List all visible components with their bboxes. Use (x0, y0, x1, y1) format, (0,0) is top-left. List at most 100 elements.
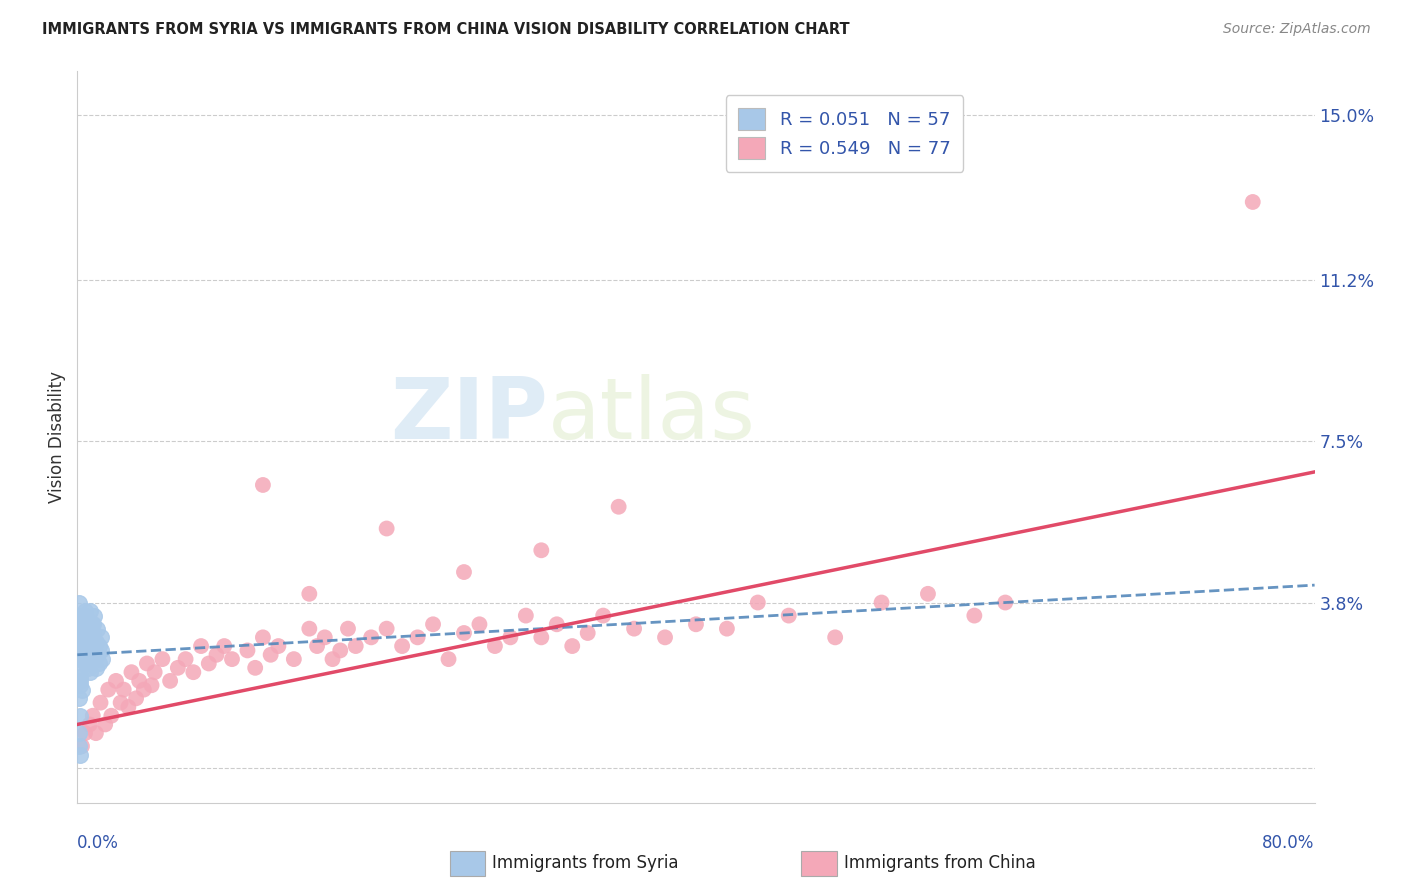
Point (747, 595, 769, 609)
Point (143, 665, 166, 680)
Point (159, 673, 181, 688)
Point (576, 626, 599, 640)
Point (141, 678, 163, 692)
Point (105, 673, 127, 688)
Point (67, 595, 90, 609)
Point (329, 643, 352, 657)
Point (87, 657, 110, 671)
Point (91, 652, 114, 666)
Point (391, 639, 413, 653)
Point (994, 595, 1017, 609)
Point (607, 500, 630, 514)
Point (298, 587, 321, 601)
Point (422, 617, 444, 632)
Point (70, 634, 93, 648)
Point (76, 657, 98, 671)
Point (80, 639, 103, 653)
Point (453, 565, 475, 579)
Point (484, 639, 506, 653)
Point (84, 661, 107, 675)
Point (136, 657, 159, 671)
Point (824, 631, 846, 645)
Point (344, 639, 367, 653)
Point (97, 682, 120, 697)
Point (86, 622, 108, 636)
Point (82, 708, 104, 723)
Point (67, 665, 90, 680)
Point (468, 617, 491, 632)
Point (79, 604, 101, 618)
Point (125, 691, 148, 706)
Point (963, 608, 986, 623)
Point (437, 652, 460, 666)
Point (83, 643, 105, 657)
Point (298, 622, 321, 636)
Point (79, 717, 101, 731)
Point (1241, 194, 1264, 209)
Point (214, 639, 236, 653)
Point (530, 631, 553, 645)
Point (592, 608, 614, 623)
Text: 0.0%: 0.0% (77, 834, 120, 852)
Point (375, 622, 398, 636)
Point (77, 661, 100, 675)
Point (75, 648, 96, 662)
Point (245, 661, 267, 675)
Point (72, 617, 94, 632)
Point (778, 608, 800, 623)
Point (283, 652, 305, 666)
Point (77, 648, 100, 662)
Point (406, 631, 429, 645)
Point (75, 657, 96, 671)
Point (76, 639, 98, 653)
Point (236, 643, 259, 657)
Point (530, 543, 553, 558)
Point (152, 652, 174, 666)
Point (70, 643, 93, 657)
Point (69, 669, 91, 683)
Point (90, 631, 111, 645)
Point (82, 617, 104, 632)
Point (69, 626, 91, 640)
Point (198, 657, 221, 671)
Point (75, 604, 96, 618)
Point (70, 682, 93, 697)
Point (69, 673, 91, 688)
Point (90, 643, 111, 657)
Point (132, 682, 155, 697)
Point (360, 631, 382, 645)
Point (654, 631, 676, 645)
Point (94, 717, 117, 731)
Point (72, 608, 94, 623)
Point (90, 696, 111, 710)
Point (190, 639, 212, 653)
Point (70, 622, 93, 636)
Point (205, 648, 228, 662)
Point (76, 626, 98, 640)
Point (917, 587, 939, 601)
Point (80, 617, 103, 632)
Point (75, 634, 96, 648)
Point (112, 682, 135, 697)
Legend: R = 0.051   N = 57, R = 0.549   N = 77: R = 0.051 N = 57, R = 0.549 N = 77 (725, 95, 963, 171)
Text: Source: ZipAtlas.com: Source: ZipAtlas.com (1223, 22, 1371, 37)
Point (72, 617, 94, 632)
Point (252, 478, 274, 492)
Point (72, 648, 94, 662)
Text: ZIP: ZIP (389, 374, 547, 457)
Point (80, 634, 103, 648)
Text: 80.0%: 80.0% (1263, 834, 1315, 852)
Point (117, 700, 139, 714)
Point (685, 617, 707, 632)
Point (221, 652, 243, 666)
Point (67, 622, 90, 636)
Text: IMMIGRANTS FROM SYRIA VS IMMIGRANTS FROM CHINA VISION DISABILITY CORRELATION CHA: IMMIGRANTS FROM SYRIA VS IMMIGRANTS FROM… (42, 22, 849, 37)
Point (82, 626, 104, 640)
Point (183, 665, 205, 680)
Point (716, 622, 738, 636)
Point (167, 661, 190, 675)
Text: atlas: atlas (547, 374, 755, 457)
Point (252, 631, 274, 645)
Point (546, 617, 568, 632)
Point (69, 747, 91, 762)
